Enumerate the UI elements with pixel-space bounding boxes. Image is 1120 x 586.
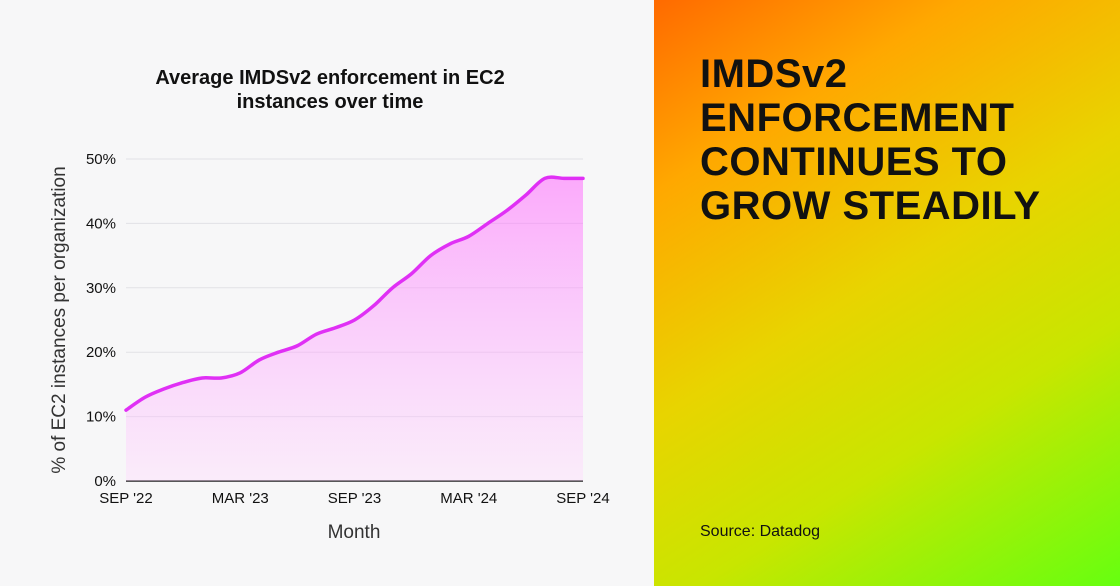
y-tick-label: 10% bbox=[86, 409, 116, 426]
x-tick-label: MAR '23 bbox=[212, 490, 269, 507]
headline-panel bbox=[654, 0, 1120, 586]
x-tick-label: SEP '22 bbox=[99, 490, 152, 507]
chart-title: Average IMDSv2 enforcement in EC2 instan… bbox=[155, 67, 505, 113]
y-tick-label: 30% bbox=[86, 280, 116, 297]
y-tick-label: 50% bbox=[86, 151, 116, 168]
area-chart: 0% 10% 20% 30% 40% 50% SEP '22 MAR '23 SEP '23 M… bbox=[49, 151, 610, 543]
source-label: Source: Datadog bbox=[700, 523, 821, 540]
headline: IMDSv2 ENFORCEMENT CONTINUES TO GROW STE… bbox=[700, 52, 1041, 228]
x-axis-title: Month bbox=[328, 522, 381, 543]
y-axis-title: % of EC2 instances per organization bbox=[49, 166, 70, 473]
series-area bbox=[126, 177, 583, 481]
x-tick-label: MAR '24 bbox=[440, 490, 497, 507]
y-tick-label: 0% bbox=[94, 473, 116, 490]
y-tick-label: 20% bbox=[86, 344, 116, 361]
series-line bbox=[124, 175, 585, 412]
x-tick-label: SEP '24 bbox=[556, 490, 609, 507]
x-tick-label: SEP '23 bbox=[328, 490, 381, 507]
y-tick-label: 40% bbox=[86, 215, 116, 232]
